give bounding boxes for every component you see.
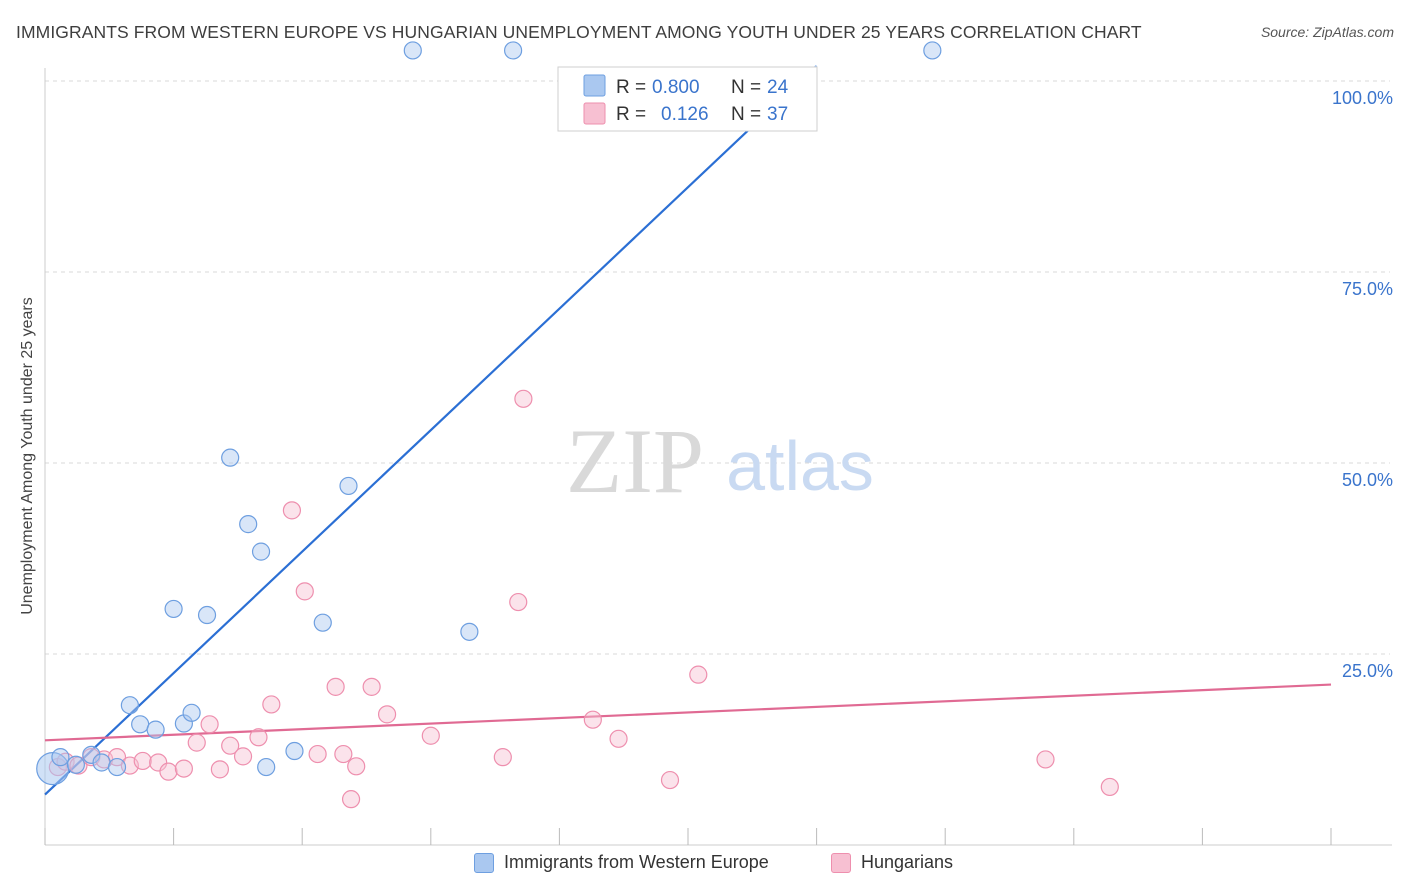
y-tick-label: 75.0% [1342, 279, 1393, 299]
point-hungarians [233, 747, 253, 766]
point-hungarians [174, 759, 193, 778]
point-hungarians [689, 665, 708, 684]
legend-label-western-europe: Immigrants from Western Europe [504, 852, 769, 872]
point-hungarians [210, 760, 229, 779]
y-axis-label: Unemployment Among Youth under 25 years [19, 297, 36, 615]
legend-label-hungarians: Hungarians [861, 852, 954, 872]
point-western-europe [504, 41, 523, 60]
point-western-europe [251, 542, 271, 561]
point-hungarians [583, 710, 602, 729]
point-hungarians [149, 753, 168, 772]
watermark-atlas: atlas [726, 427, 874, 505]
trend-line-hungarians [44, 683, 1332, 742]
point-hungarians [347, 757, 366, 776]
legend-r-value-blue: 0.800 [652, 77, 700, 98]
legend-item-western-europe[interactable]: Immigrants from Western Europe [474, 852, 769, 873]
point-hungarians [326, 677, 345, 696]
point-hungarians [249, 728, 268, 747]
point-hungarians [334, 744, 353, 764]
legend-n-label: N = [731, 104, 761, 125]
point-western-europe [66, 755, 85, 774]
y-tick-label: 50.0% [1342, 470, 1393, 490]
point-hungarians [609, 729, 628, 748]
legend-r-label: R = [616, 77, 646, 98]
point-western-europe [923, 41, 942, 60]
point-western-europe [82, 745, 101, 764]
y-tick-label: 25.0% [1342, 661, 1393, 681]
point-western-europe [197, 605, 217, 625]
point-western-europe [131, 715, 150, 734]
legend-n-label: N = [731, 77, 761, 98]
point-hungarians [221, 736, 240, 755]
axes [44, 68, 1392, 846]
point-hungarians [159, 762, 178, 781]
point-western-europe [51, 748, 70, 767]
legend-r-label: R = [616, 104, 646, 125]
point-hungarians [282, 501, 302, 520]
legend-item-hungarians[interactable]: Hungarians [831, 852, 953, 873]
point-western-europe [164, 599, 183, 619]
grid [45, 80, 1390, 655]
data-points [36, 41, 1119, 809]
point-western-europe [313, 613, 332, 632]
watermark-zip: ZIP [566, 410, 704, 512]
series-legend: Immigrants from Western Europe Hungarian… [0, 852, 1406, 878]
legend-swatch-pink [583, 102, 606, 125]
point-western-europe [339, 476, 358, 496]
legend-r-value-pink: 0.126 [661, 104, 709, 125]
legend-swatch-pink [831, 852, 851, 873]
point-hungarians [1100, 777, 1119, 797]
point-western-europe [239, 515, 258, 534]
point-hungarians [509, 592, 528, 612]
point-hungarians [262, 695, 281, 714]
correlation-legend: R = 0.800 N = 24 R = 0.126 N = 37 [557, 66, 818, 132]
point-hungarians [660, 770, 680, 790]
point-western-europe [182, 703, 201, 722]
legend-n-value-pink: 37 [767, 104, 788, 125]
legend-swatch-blue [583, 74, 606, 97]
point-hungarians [362, 677, 381, 696]
point-hungarians [421, 726, 440, 745]
point-hungarians [295, 582, 314, 601]
point-western-europe [285, 741, 304, 761]
point-western-europe [221, 448, 240, 467]
point-hungarians [133, 751, 152, 771]
point-western-europe [92, 753, 111, 772]
source-credit: Source: ZipAtlas.com [1260, 24, 1394, 40]
point-western-europe [460, 622, 479, 641]
point-hungarians [308, 744, 327, 764]
chart-title: IMMIGRANTS FROM WESTERN EUROPE VS HUNGAR… [16, 22, 1142, 42]
tick-labels: 25.0%50.0%75.0%100.0%0.0%50.0% [1332, 88, 1393, 681]
point-hungarians [200, 715, 219, 734]
point-hungarians [493, 748, 512, 767]
legend-n-value-blue: 24 [767, 77, 789, 98]
point-western-europe [146, 720, 165, 739]
point-hungarians [514, 389, 533, 408]
legend-swatch-blue [474, 852, 494, 873]
point-hungarians [341, 790, 361, 809]
point-western-europe [257, 757, 276, 777]
point-western-europe [107, 757, 127, 777]
scatter-chart: ZIP atlas 25.0%50.0%75.0%100.0%0.0%50.0%… [36, 41, 1393, 846]
y-tick-label: 100.0% [1332, 88, 1393, 108]
point-hungarians [377, 705, 397, 724]
point-western-europe [403, 41, 422, 60]
point-hungarians [187, 733, 206, 752]
point-hungarians [1036, 750, 1055, 769]
point-western-europe [120, 696, 139, 715]
trend-line-western-europe [44, 118, 761, 796]
